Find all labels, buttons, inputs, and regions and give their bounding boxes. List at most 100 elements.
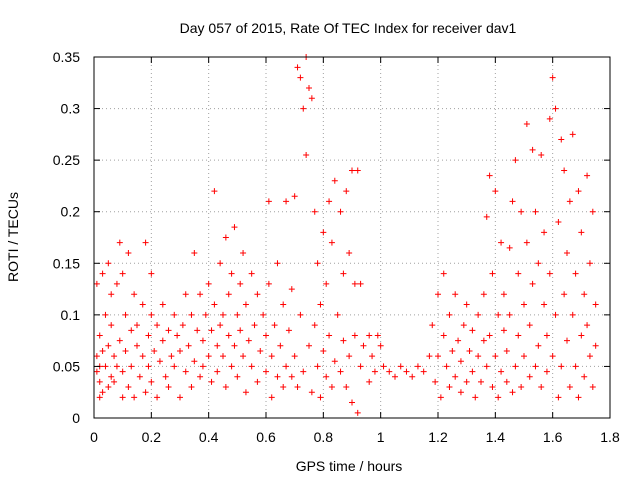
data-point-plus [584,172,591,179]
data-point-plus [386,368,393,375]
data-point-plus [569,131,576,138]
data-point-plus [584,322,591,329]
data-point-plus [371,368,378,375]
data-point-plus [535,260,542,267]
data-point-plus [440,270,447,277]
data-point-plus [217,260,224,267]
data-point-plus [366,378,373,385]
data-point-plus [426,353,433,360]
data-point-plus [506,311,513,318]
data-point-plus [96,394,103,401]
data-point-plus [122,347,129,354]
data-point-plus [214,368,221,375]
data-point-plus [509,198,516,205]
data-point-plus [131,394,138,401]
data-point-plus [254,291,261,298]
data-point-plus [515,270,522,277]
data-point-plus [543,368,550,375]
data-point-plus [99,270,106,277]
data-point-plus [122,311,129,318]
data-point-plus [351,280,358,287]
data-point-plus [148,311,155,318]
data-point-plus [420,368,427,375]
data-point-plus [197,373,204,380]
data-point-plus [503,347,510,354]
data-point-plus [558,136,565,143]
data-point-plus [357,363,364,370]
data-point-plus [105,342,112,349]
data-point-plus [432,378,439,385]
data-point-plus [572,270,579,277]
data-point-plus [572,363,579,370]
data-point-plus [314,363,321,370]
data-point-plus [478,378,484,385]
data-point-plus [589,208,596,215]
data-point-plus [555,394,562,401]
data-point-plus [134,322,140,329]
data-point-plus [245,337,252,344]
data-point-plus [343,384,350,391]
data-point-plus [268,394,275,401]
data-point-plus [480,337,487,344]
data-point-plus [440,332,447,339]
data-point-plus [294,64,301,71]
data-point-plus [526,373,533,380]
data-point-plus [148,378,155,385]
data-point-plus [472,394,479,401]
data-point-plus [177,394,183,401]
data-point-plus [208,327,215,334]
data-point-plus [113,363,120,370]
data-point-plus [177,347,183,354]
data-point-plus [480,291,487,298]
data-point-plus [168,353,175,360]
data-point-plus [311,322,318,329]
data-point-plus [151,347,158,354]
data-point-plus [538,151,545,158]
x-tick-label: 0.2 [142,429,162,445]
data-point-plus [500,291,507,298]
data-point-plus [469,368,476,375]
data-point-plus [154,322,161,329]
data-point-plus [564,249,570,256]
data-point-plus [369,353,376,360]
data-point-plus [185,342,192,349]
data-point-plus [277,342,284,349]
data-point-plus [337,208,344,215]
data-point-plus [311,208,318,215]
data-point-plus [165,384,172,391]
data-point-plus [558,363,565,370]
data-point-plus [592,342,599,349]
data-point-plus [346,353,353,360]
data-point-plus [466,347,473,354]
data-point-plus [512,363,519,370]
data-point-plus [297,74,304,81]
data-point-plus [541,301,548,308]
data-point-plus [136,373,143,380]
data-point-plus [225,332,232,339]
data-point-plus [113,280,120,287]
data-point-plus [414,363,421,370]
data-point-plus [128,363,135,370]
data-point-plus [409,373,416,380]
data-point-plus [498,239,505,246]
data-point-plus [225,291,232,298]
data-point-plus [549,74,556,81]
data-point-plus [326,198,333,205]
data-point-plus [257,347,264,354]
data-point-plus [283,363,290,370]
data-point-plus [179,322,186,329]
data-point-plus [108,322,115,329]
data-point-plus [366,332,373,339]
y-tick-label: 0.2 [61,204,81,220]
data-point-plus [317,301,324,308]
data-point-plus [291,193,298,200]
data-point-plus [291,353,298,360]
data-point-plus [202,311,209,318]
data-point-plus [271,322,278,329]
data-point-plus [498,368,505,375]
data-point-plus [566,384,573,391]
data-point-plus [581,291,588,298]
data-point-plus [99,389,106,396]
data-point-plus [188,384,195,391]
data-point-plus [532,363,539,370]
